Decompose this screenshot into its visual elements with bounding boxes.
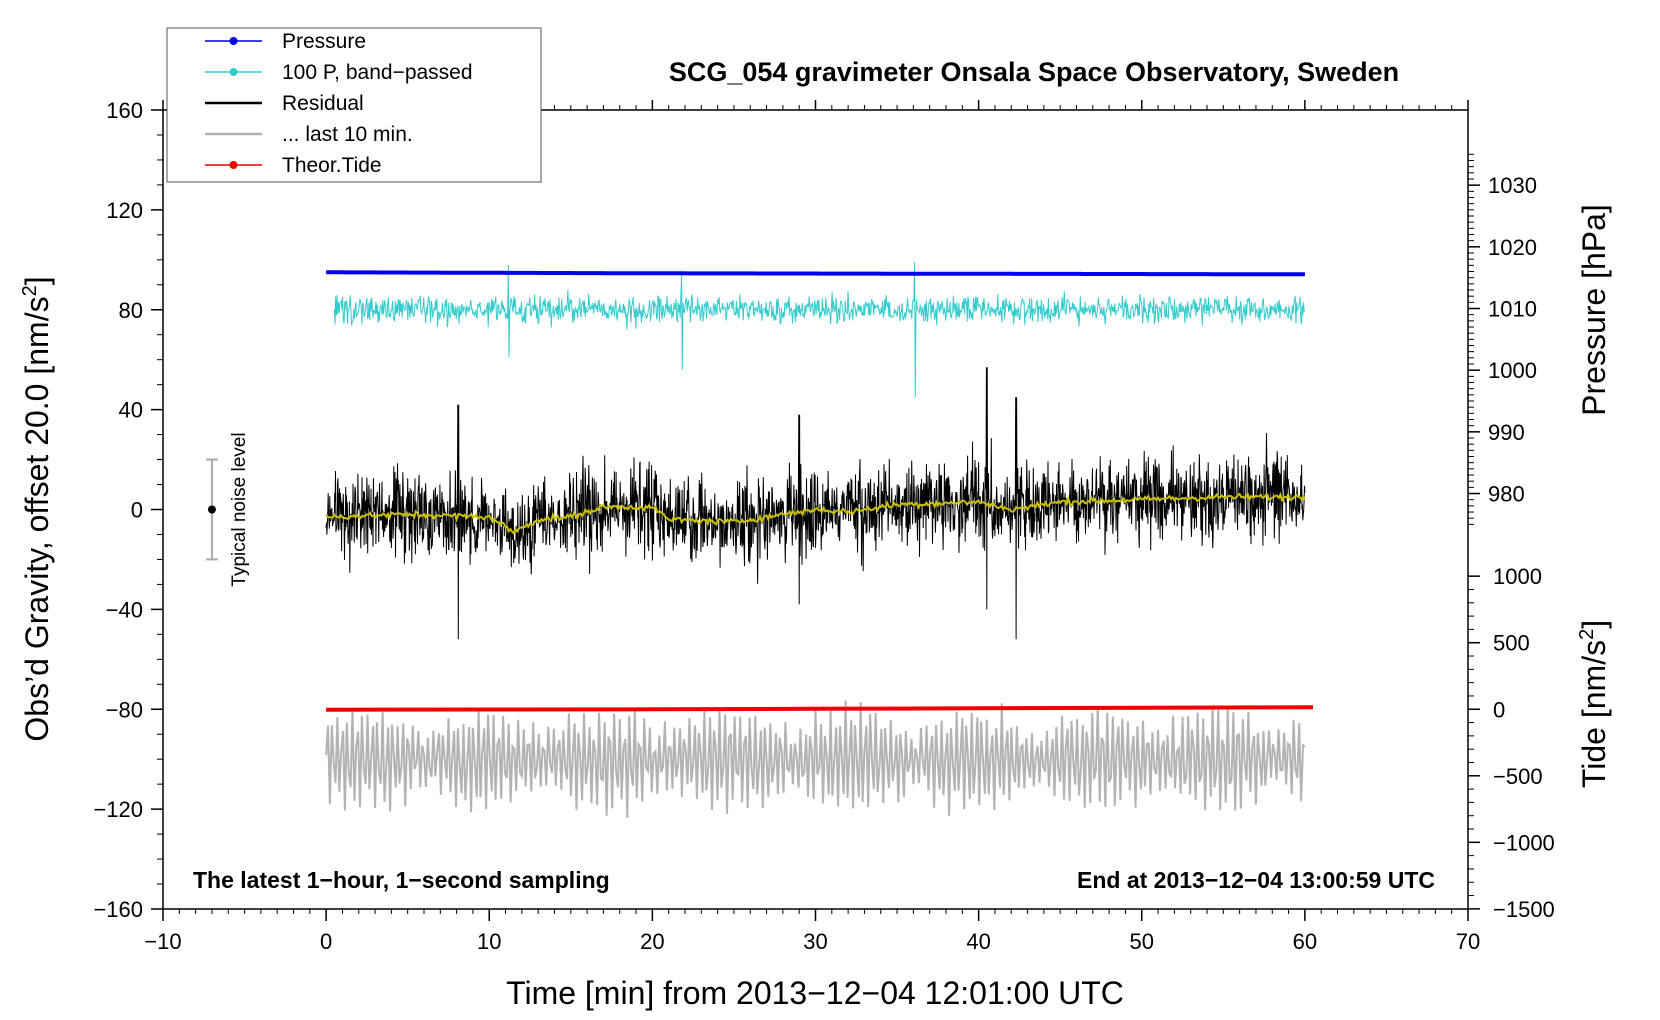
legend-label: ... last 10 min. <box>282 123 413 146</box>
legend-marker <box>229 161 238 169</box>
x-tick-label: 40 <box>966 929 990 954</box>
y-tick-label: 80 <box>119 298 143 323</box>
axis-ticks: −10 0 10 20 30 40 50 60 70−160−120−80−4004080120… <box>93 98 1554 954</box>
x-tick-label: −10 <box>144 929 181 954</box>
series-pressure <box>326 270 1305 277</box>
x-tick-label: 60 <box>1293 929 1317 954</box>
series-residual-smoothed <box>325 491 1306 535</box>
y-tick-label: −120 <box>93 797 143 822</box>
series-layer <box>325 262 1314 818</box>
tide-tick-label: 500 <box>1493 631 1530 656</box>
y-axis-title-sup: 2 <box>19 285 41 296</box>
x-tick-label: 50 <box>1130 929 1154 954</box>
y-tick-label: −40 <box>106 597 143 622</box>
x-tick-label: 70 <box>1456 929 1480 954</box>
y-axis-title-end: ] <box>19 276 55 285</box>
y-axis-title-main: Obs’d Gravity, offset 20.0 [nm/s <box>19 296 55 741</box>
legend-label: Theor.Tide <box>282 154 382 177</box>
noise-bar: Typical noise level <box>205 432 250 587</box>
y-tick-label: 120 <box>106 198 143 223</box>
y-tick-label: −160 <box>93 897 143 922</box>
pressure-tick-label: 990 <box>1488 420 1525 445</box>
pressure-tick-label: 1010 <box>1488 297 1537 322</box>
pressure-tick-label: 1030 <box>1488 173 1537 198</box>
noise-bar-label: Typical noise level <box>229 432 250 586</box>
pressure-tick-label: 1020 <box>1488 235 1537 260</box>
legend-marker <box>229 68 238 76</box>
legend-label: Residual <box>282 92 364 115</box>
tide-axis-title-end: ] <box>1576 620 1612 629</box>
x-tick-label: 10 <box>477 929 501 954</box>
series-theor-tide <box>326 705 1314 712</box>
legend-item: Pressure <box>205 30 366 53</box>
y-tick-label: 40 <box>119 398 143 423</box>
tide-tick-label: −1000 <box>1493 830 1555 855</box>
legend-box <box>166 27 542 183</box>
chart-title: SCG_054 gravimeter Onsala Space Observat… <box>669 57 1399 87</box>
legend-item: ... last 10 min. <box>205 123 413 146</box>
y-axis-title: Obs’d Gravity, offset 20.0 [nm/s2] <box>19 276 55 741</box>
x-axis-title: Time [min] from 2013−12−04 12:01:00 UTC <box>506 975 1124 1011</box>
annotation-left: The latest 1−hour, 1−second sampling <box>193 867 610 893</box>
y-tick-label: −80 <box>106 697 143 722</box>
pressure-tick-label: 980 <box>1488 482 1525 507</box>
pressure-tick-label: 1000 <box>1488 358 1537 383</box>
y-tick-label: 160 <box>106 98 143 123</box>
legend-item: 100 P, band−passed <box>205 61 473 84</box>
x-tick-label: 0 <box>320 929 332 954</box>
x-tick-label: 20 <box>640 929 664 954</box>
tide-axis-title: Tide [nm/s2] <box>1576 620 1612 788</box>
tide-tick-label: −500 <box>1493 764 1543 789</box>
series-last-10-min <box>325 700 1306 818</box>
legend-item: Residual <box>205 92 364 115</box>
legend-label: Pressure <box>282 30 366 53</box>
annotation-right: End at 2013−12−04 13:00:59 UTC <box>1077 867 1435 893</box>
tide-tick-label: −1500 <box>1493 897 1555 922</box>
series-residual <box>325 367 1306 640</box>
x-tick-label: 30 <box>803 929 827 954</box>
tide-axis-title-main: Tide [nm/s <box>1576 640 1612 788</box>
y-tick-label: 0 <box>131 498 143 523</box>
legend-label: 100 P, band−passed <box>282 61 473 84</box>
legend-item: Theor.Tide <box>205 154 382 177</box>
legend: Pressure 100 P, band−passed Residual ... la… <box>166 27 542 183</box>
series-band-passed <box>333 262 1306 398</box>
pressure-axis-title: Pressure [hPa] <box>1576 204 1612 416</box>
noise-bar-dot <box>207 505 216 514</box>
tide-tick-label: 0 <box>1493 697 1505 722</box>
tide-tick-label: 1000 <box>1493 564 1542 589</box>
legend-marker <box>229 37 238 45</box>
tide-axis-title-sup: 2 <box>1576 629 1598 640</box>
